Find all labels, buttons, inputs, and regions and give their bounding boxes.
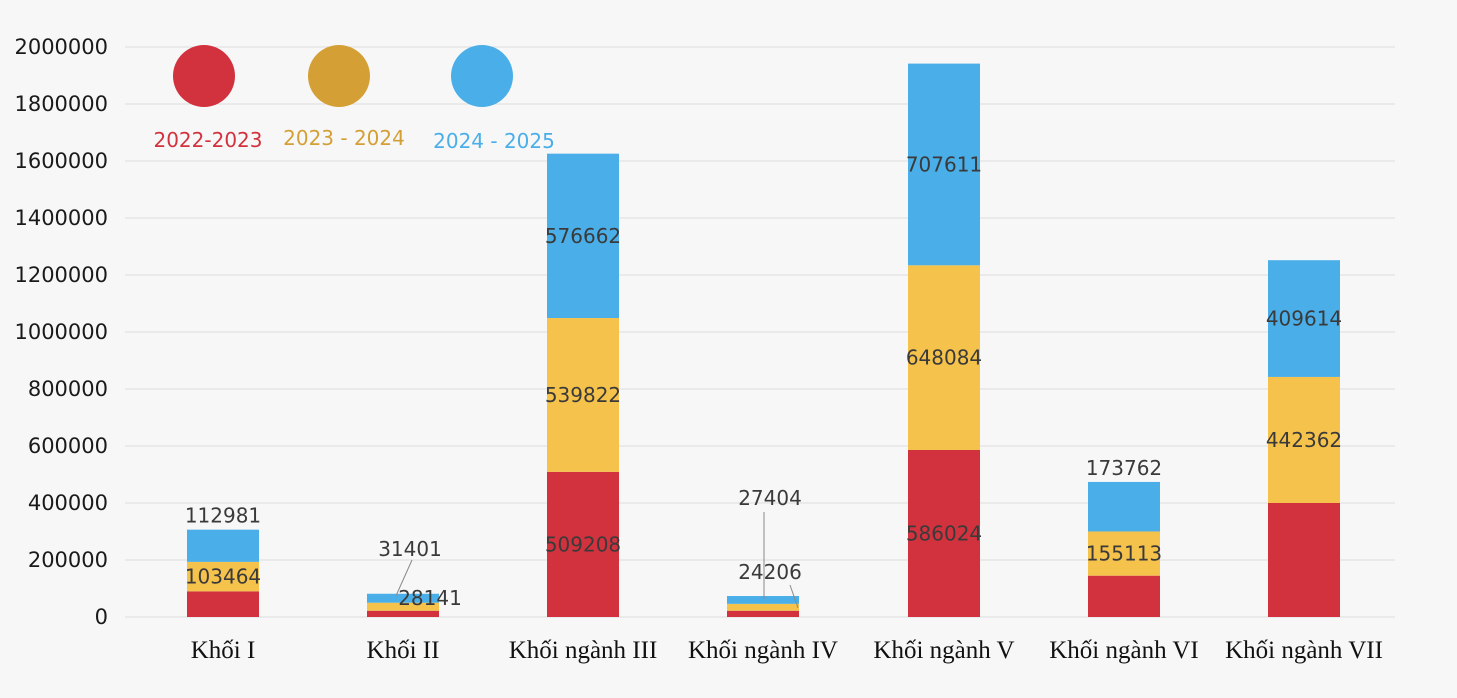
y-tick-label: 1000000 — [14, 320, 108, 344]
data-label: 586024 — [906, 521, 982, 545]
y-tick-label: 2000000 — [14, 35, 108, 59]
bar-segment — [1268, 376, 1340, 503]
data-label: 576662 — [545, 224, 621, 248]
bar-segment — [908, 265, 980, 450]
legend-marker — [308, 45, 370, 107]
data-label: 31401 — [378, 537, 442, 561]
data-label: 707611 — [906, 152, 982, 176]
bar-segment — [547, 318, 619, 472]
bar-segment — [727, 596, 799, 604]
data-label: 24206 — [738, 560, 802, 584]
data-label: 155113 — [1086, 542, 1162, 566]
leader-line — [789, 584, 799, 608]
data-label: 409614 — [1266, 307, 1342, 331]
data-labels: 103464 112981 28141 31401 509208 539822 576662… — [185, 152, 1342, 610]
x-axis-ticks: Khối I Khối II Khối ngành III Khối ngành IV… — [191, 637, 1383, 664]
bar-segment — [727, 610, 799, 617]
bar-segment — [187, 591, 259, 617]
x-tick-label: Khối I — [191, 637, 256, 664]
x-tick-label: Khối II — [367, 637, 440, 664]
bar-segment — [1268, 260, 1340, 377]
y-tick-label: 200000 — [28, 548, 108, 572]
data-label: 27404 — [738, 486, 802, 510]
legend-label: 2024 - 2025 — [433, 129, 555, 153]
legend: 2022-2023 2023 - 2024 2024 - 2025 — [153, 45, 555, 153]
y-tick-label: 1800000 — [14, 92, 108, 116]
data-label: 509208 — [545, 532, 621, 556]
bar-segment — [1088, 481, 1160, 532]
data-label: 112981 — [185, 504, 261, 528]
y-tick-label: 800000 — [28, 377, 108, 401]
bar-segment — [908, 449, 980, 617]
bar-segment — [908, 63, 980, 266]
legend-label: 2022-2023 — [153, 128, 262, 152]
bar-segment — [187, 561, 259, 592]
data-label: 173762 — [1086, 456, 1162, 480]
legend-marker — [173, 45, 235, 107]
x-tick-label: Khối ngành V — [873, 637, 1014, 664]
bar-segment — [547, 153, 619, 319]
y-tick-label: 1400000 — [14, 206, 108, 230]
y-tick-label: 600000 — [28, 434, 108, 458]
bar-segment — [187, 529, 259, 562]
bar-segment — [367, 602, 439, 611]
x-tick-label: Khối ngành IV — [688, 637, 838, 664]
leader-line — [395, 559, 413, 596]
y-tick-label: 0 — [95, 605, 108, 629]
legend-marker — [451, 45, 513, 107]
data-label: 103464 — [185, 565, 261, 589]
y-tick-label: 1600000 — [14, 149, 108, 173]
y-tick-label: 400000 — [28, 491, 108, 515]
bar-segment — [1088, 531, 1160, 576]
data-label: 539822 — [545, 383, 621, 407]
bar-segment — [547, 471, 619, 617]
y-axis-ticks: 0 200000 400000 600000 800000 1000000 1200000 1… — [14, 35, 108, 629]
data-label: 648084 — [906, 346, 982, 370]
data-label: 28141 — [398, 586, 462, 610]
bar-segment — [1088, 575, 1160, 617]
bar-segment — [1268, 503, 1340, 617]
y-tick-label: 1200000 — [14, 263, 108, 287]
x-tick-label: Khối ngành VII — [1225, 637, 1383, 664]
bar-segment — [367, 610, 439, 617]
bar-segment — [727, 603, 799, 611]
legend-label: 2023 - 2024 — [283, 126, 405, 150]
bar-segment — [367, 593, 439, 603]
data-label: 442362 — [1266, 428, 1342, 452]
x-tick-label: Khối ngành III — [509, 637, 658, 664]
bars — [187, 63, 1340, 617]
x-tick-label: Khối ngành VI — [1049, 637, 1199, 664]
